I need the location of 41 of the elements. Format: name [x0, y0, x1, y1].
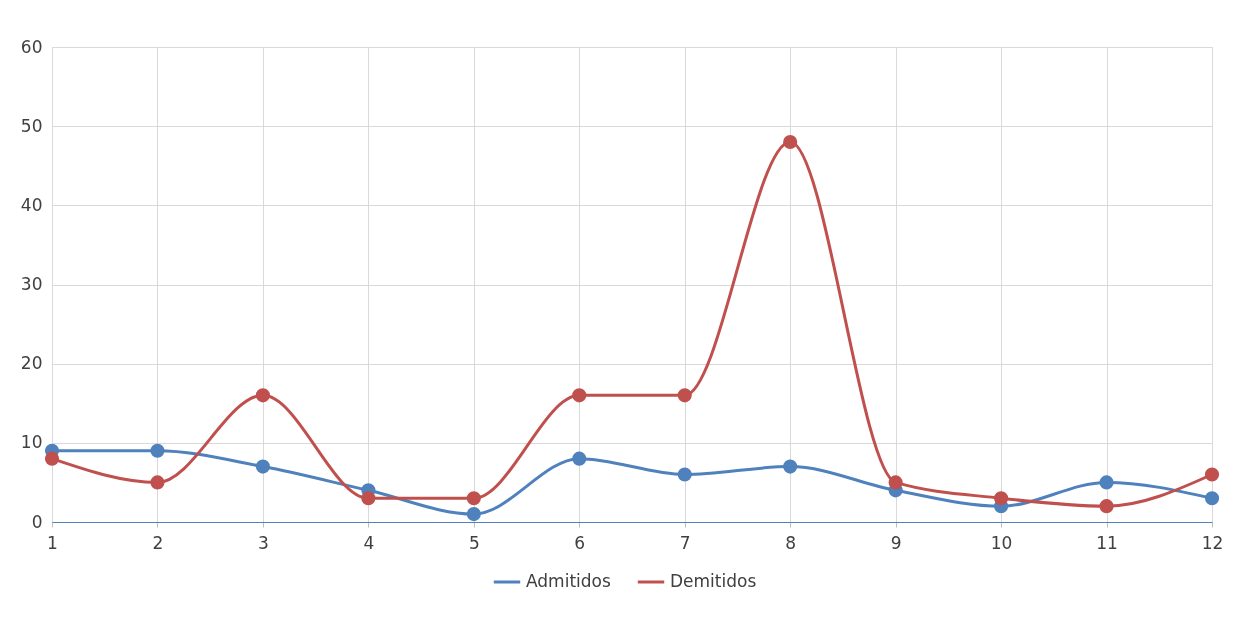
- y-tick-label: 20: [20, 353, 43, 374]
- point: [1204, 467, 1220, 482]
- point: [677, 388, 692, 403]
- point: [1099, 475, 1114, 490]
- x-tick-label: 1: [47, 532, 58, 553]
- x-tick-label: 12: [1201, 532, 1224, 553]
- x-tick-label: 3: [258, 532, 269, 553]
- legend-label: Demitidos: [670, 571, 757, 591]
- x-tick-label: 11: [1096, 532, 1118, 553]
- point: [255, 388, 270, 403]
- x-tick-label: 10: [990, 532, 1013, 553]
- y-tick-label: 0: [31, 511, 43, 532]
- legend-label: Admitidos: [526, 571, 611, 591]
- point: [783, 459, 798, 474]
- point: [677, 467, 692, 482]
- x-tick-label: 8: [785, 532, 797, 553]
- point: [783, 134, 798, 150]
- point: [1204, 491, 1220, 506]
- point: [361, 491, 376, 506]
- point: [572, 388, 587, 403]
- point: [994, 491, 1009, 506]
- x-tick-label: 7: [679, 532, 691, 553]
- x-tick-label: 9: [890, 532, 902, 553]
- y-tick-label: 30: [20, 274, 43, 294]
- point: [466, 491, 481, 506]
- point: [572, 451, 587, 466]
- x-tick-label: 5: [468, 532, 480, 553]
- x-tick-label: 4: [363, 532, 375, 553]
- point: [150, 443, 165, 458]
- x-tick-label: 6: [574, 532, 586, 553]
- point: [44, 451, 60, 466]
- point: [888, 475, 903, 490]
- point: [466, 507, 481, 522]
- point: [150, 475, 165, 490]
- x-tick-label: 2: [152, 532, 164, 553]
- point: [255, 459, 270, 474]
- y-tick-label: 40: [20, 194, 43, 215]
- y-tick-label: 50: [20, 115, 43, 136]
- point: [1099, 499, 1114, 514]
- y-tick-label: 60: [20, 36, 43, 57]
- y-tick-label: 10: [20, 432, 43, 453]
